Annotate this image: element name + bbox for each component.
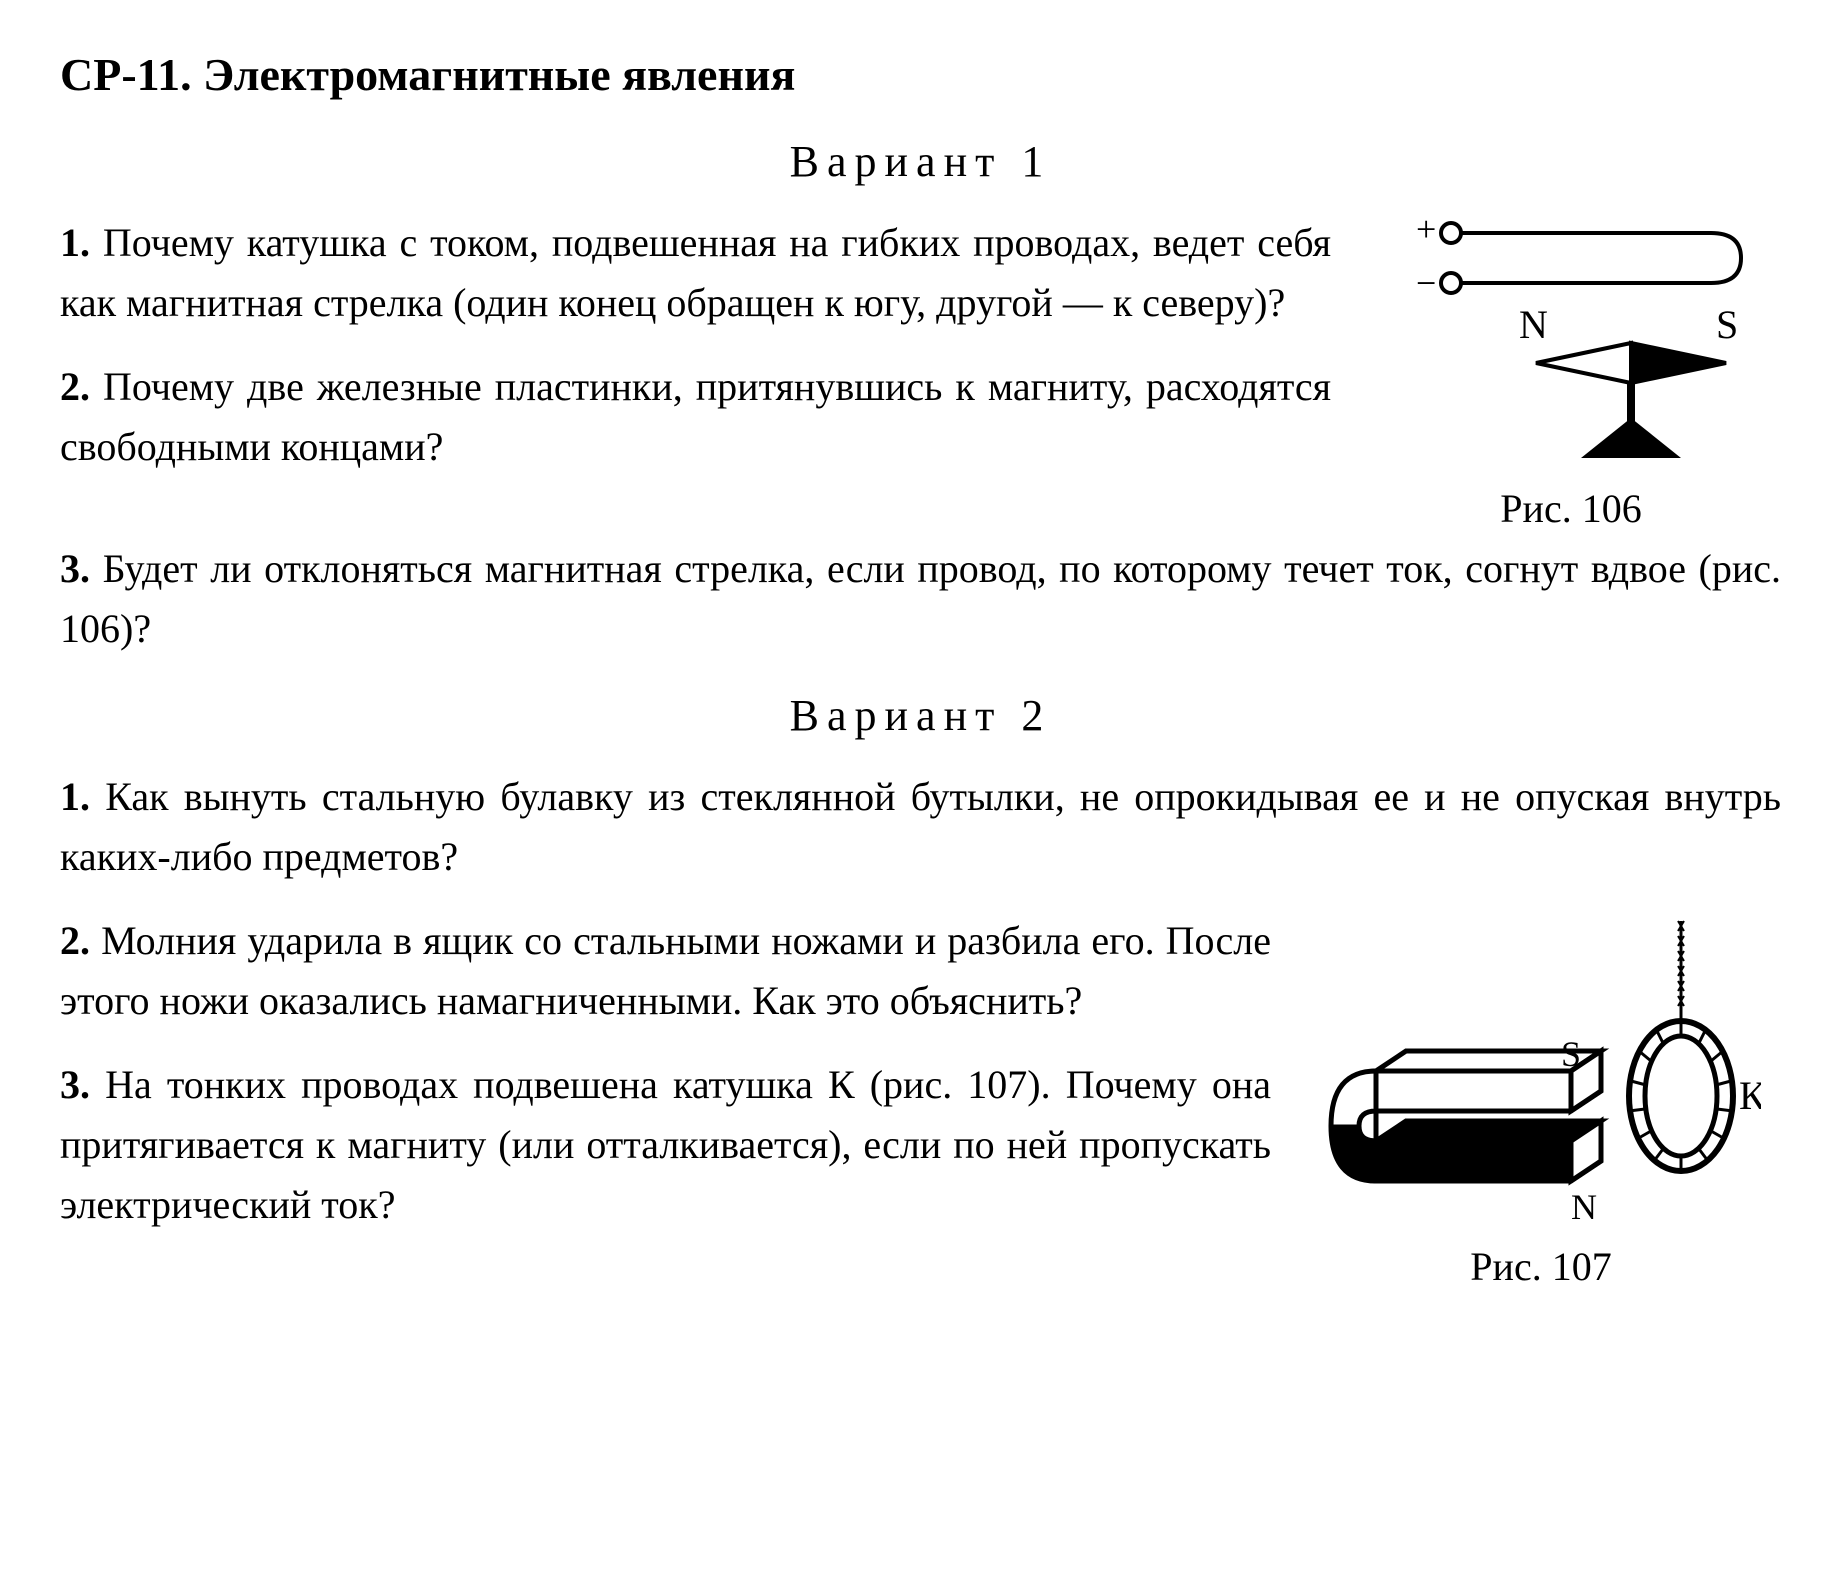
v1-q2-num: 2. bbox=[60, 364, 90, 409]
v2-q1-text: Как вынуть стальную булавку из стеклянно… bbox=[60, 774, 1781, 879]
minus-label: − bbox=[1416, 263, 1436, 303]
v2-q3: 3. На тонких проводах подвешена катушка … bbox=[60, 1055, 1271, 1235]
v1-q3-num: 3. bbox=[60, 546, 90, 591]
v2-q1-num: 1. bbox=[60, 774, 90, 819]
variant-1-row: 1. Почему катушка с током, подвешенная н… bbox=[60, 213, 1781, 539]
figure-107-caption: Рис. 107 bbox=[1301, 1237, 1781, 1297]
figure-107: S N bbox=[1321, 911, 1761, 1231]
figure-107-container: S N bbox=[1301, 911, 1781, 1297]
v2-q3-num: 3. bbox=[60, 1062, 90, 1107]
v1-q1: 1. Почему катушка с током, подвешенная н… bbox=[60, 213, 1331, 333]
n-label: N bbox=[1519, 302, 1548, 347]
variant-2-row: 2. Молния ударила в ящик со стальными но… bbox=[60, 911, 1781, 1297]
v1-q3-text: Будет ли отклоняться магнитная стрелка, … bbox=[60, 546, 1781, 651]
s-label-v2: S bbox=[1561, 1034, 1581, 1074]
k-label: К bbox=[1739, 1073, 1761, 1118]
v2-q3-text: На тонких проводах подвешена катушка К (… bbox=[60, 1062, 1271, 1227]
v1-q3: 3. Будет ли отклоняться магнитная стрелк… bbox=[60, 539, 1781, 659]
plus-label: + bbox=[1416, 213, 1436, 249]
v2-q2: 2. Молния ударила в ящик со стальными но… bbox=[60, 911, 1271, 1031]
v2-q2-text: Молния ударила в ящик со стальными ножам… bbox=[60, 918, 1271, 1023]
variant-2-heading: Вариант 2 bbox=[60, 683, 1781, 749]
page-title: СР-11. Электромагнитные явления bbox=[60, 40, 1781, 109]
v2-q1: 1. Как вынуть стальную булавку из стекля… bbox=[60, 767, 1781, 887]
v1-q2: 2. Почему две железные пластинки, притян… bbox=[60, 357, 1331, 477]
v1-q1-num: 1. bbox=[60, 220, 90, 265]
v1-q2-text: Почему две железные пластинки, притянувш… bbox=[60, 364, 1331, 469]
variant-2-text: 2. Молния ударила в ящик со стальными но… bbox=[60, 911, 1271, 1259]
figure-106: + − N S bbox=[1381, 213, 1761, 473]
variant-1-text: 1. Почему катушка с током, подвешенная н… bbox=[60, 213, 1331, 501]
v1-q1-text: Почему катушка с током, подвешенная на г… bbox=[60, 220, 1331, 325]
n-label-v2: N bbox=[1571, 1187, 1597, 1227]
figure-106-container: + − N S Рис. 106 bbox=[1361, 213, 1781, 539]
s-label: S bbox=[1716, 302, 1738, 347]
v2-q2-num: 2. bbox=[60, 918, 90, 963]
variant-1-heading: Вариант 1 bbox=[60, 129, 1781, 195]
figure-106-caption: Рис. 106 bbox=[1361, 479, 1781, 539]
